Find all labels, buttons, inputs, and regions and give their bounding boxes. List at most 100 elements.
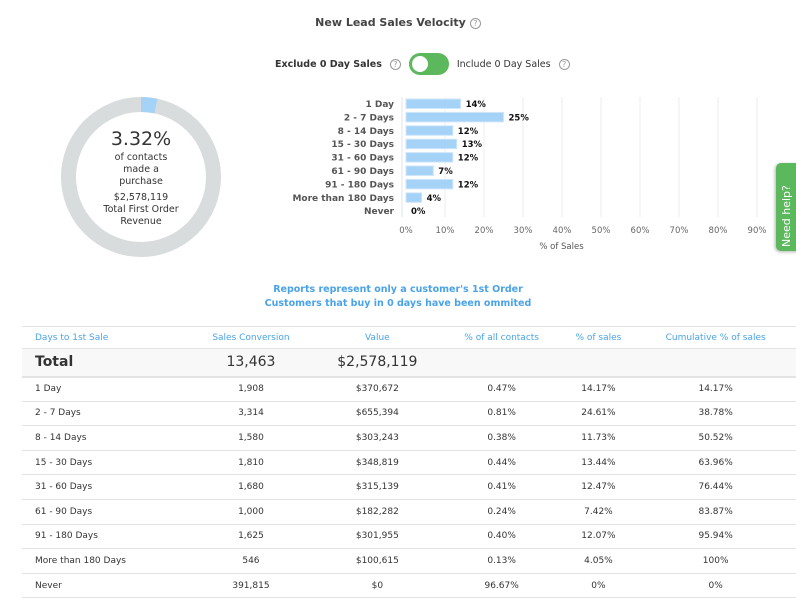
column-header[interactable]: Sales Conversion	[188, 326, 313, 349]
table-cell: $370,672	[312, 376, 442, 402]
exclude-label: Exclude 0 Day Sales	[275, 58, 382, 70]
column-header[interactable]: Value	[312, 326, 442, 349]
donut-chart	[61, 97, 221, 257]
table-cell: 1,625	[188, 524, 313, 550]
velocity-table: Days to 1st Sale Sales Conversion Value% o…	[22, 326, 796, 599]
table-cell: 1,908	[188, 376, 313, 402]
table-cell: 1,810	[188, 450, 313, 476]
table-row: Never 391,815 $0 96.67% 0% 0%	[22, 573, 796, 599]
revenue-label: Total First Order Revenue	[103, 204, 179, 227]
table-row: 1 Day 1,908 $370,672 0.47% 14.17% 14.17%	[22, 376, 796, 402]
table-cell: 0.24%	[441, 499, 562, 525]
table-cell: 0.81%	[441, 401, 562, 427]
toggle-knob[interactable]	[411, 56, 428, 72]
donut-arc	[140, 97, 158, 114]
table-cell: 14.17%	[635, 376, 796, 402]
x-tick-label: 30%	[514, 226, 533, 236]
table-cell: $348,819	[312, 450, 442, 476]
table-cell: 3,314	[188, 401, 313, 427]
table-cell: $2,578,119	[312, 348, 442, 378]
column-header[interactable]: Cumulative % of sales	[635, 326, 796, 349]
table-cell: 12.07%	[561, 524, 636, 550]
x-tick-label: 50%	[592, 226, 611, 236]
table-cell: 31 - 60 Days	[22, 474, 189, 500]
category-label: 31 - 60 Days	[331, 154, 394, 164]
need-help-tab[interactable]: Need help?	[776, 163, 796, 251]
table-cell: 0.47%	[441, 376, 562, 402]
table-cell: 96.67%	[441, 573, 562, 599]
table-cell: 1 Day	[22, 376, 189, 402]
percent-value: 3.32%	[110, 128, 172, 150]
x-tick-label: 70%	[670, 226, 689, 236]
table-row: 61 - 90 Days 1,000 $182,282 0.24% 7.42% 83.87…	[22, 499, 796, 525]
table-cell: 11.73%	[561, 425, 636, 451]
category-label: Never	[364, 207, 395, 217]
table-cell: $100,615	[312, 548, 442, 574]
bar	[405, 125, 454, 136]
category-label: More than 180 Days	[292, 194, 394, 204]
help-icon[interactable]: ?	[558, 58, 570, 70]
table-cell: 4.05%	[561, 548, 636, 574]
x-tick-label: 10%	[436, 226, 455, 236]
table-cell: 391,815	[188, 573, 313, 599]
table-header: Days to 1st Sale Sales Conversion Value% o…	[22, 326, 796, 349]
x-tick-label: 80%	[709, 226, 728, 236]
x-tick-label: 60%	[631, 226, 650, 236]
table-cell: $303,243	[312, 425, 442, 451]
help-icon[interactable]: ?	[389, 58, 401, 70]
column-header[interactable]: % of all contacts	[441, 326, 562, 349]
table-cell	[635, 348, 796, 378]
table-cell: More than 180 Days	[22, 548, 189, 574]
bar-value-label: 13%	[462, 140, 483, 150]
total-row: Total 13,463 $2,578,119	[22, 348, 796, 378]
column-header[interactable]: Days to 1st Sale	[22, 326, 189, 349]
sales-velocity-bar-chart: 0% 10% 20% 30% 40% 50% 60% 70% 80% 90% % of Sales 1…	[292, 97, 767, 252]
table-cell: 0%	[561, 573, 636, 599]
table-cell: 15 - 30 Days	[22, 450, 189, 476]
table-cell: 38.78%	[635, 401, 796, 427]
category-label: 8 - 14 Days	[338, 127, 394, 137]
revenue-value: $2,578,119	[113, 192, 169, 203]
zero-day-toggle-row: Exclude 0 Day Sales? Include 0 Day Sales…	[275, 53, 570, 75]
table-cell: 0.40%	[441, 524, 562, 550]
table-cell: 50.52%	[635, 425, 796, 451]
x-tick-label: 20%	[475, 226, 494, 236]
bar-value-label: 4%	[427, 194, 442, 204]
x-tick-label: 0%	[399, 226, 413, 236]
category-label: 2 - 7 Days	[344, 113, 394, 123]
table-row: 8 - 14 Days 1,580 $303,243 0.38% 11.73% 50.52…	[22, 425, 796, 451]
zero-day-toggle[interactable]	[408, 53, 449, 75]
category-label: 91 - 180 Days	[325, 180, 394, 190]
bar-value-label: 7%	[438, 167, 453, 177]
table-cell: 8 - 14 Days	[22, 425, 189, 451]
help-icon[interactable]: ?	[469, 17, 481, 29]
note-first-order: Reports represent only a customer's 1st …	[273, 284, 523, 295]
table-cell	[561, 348, 636, 378]
table-cell: 7.42%	[561, 499, 636, 525]
table-cell: 2 - 7 Days	[22, 401, 189, 427]
table-cell: 83.87%	[635, 499, 796, 525]
table-row: 15 - 30 Days 1,810 $348,819 0.44% 13.44% 63.9…	[22, 450, 796, 476]
column-header[interactable]: % of sales	[561, 326, 636, 349]
bar	[405, 111, 504, 123]
table-cell: 14.17%	[561, 376, 636, 402]
table-cell: $0	[312, 573, 442, 599]
table-cell: 0.13%	[441, 548, 562, 574]
bar-value-label: 12%	[458, 154, 479, 164]
x-tick-label: 90%	[748, 226, 767, 236]
bar-value-label: 0%	[411, 207, 426, 217]
table-cell: $301,955	[312, 524, 442, 550]
bar-value-label: 12%	[458, 127, 479, 137]
table-cell: 61 - 90 Days	[22, 499, 189, 525]
table-cell	[441, 348, 562, 378]
table-cell: 12.47%	[561, 474, 636, 500]
table-cell: 0.38%	[441, 425, 562, 451]
category-label: 1 Day	[365, 100, 394, 110]
table-row: 91 - 180 Days 1,625 $301,955 0.40% 12.07% 95.…	[22, 524, 796, 550]
bar	[405, 192, 423, 203]
bar	[405, 165, 434, 176]
table-cell: 95.94%	[635, 524, 796, 550]
table-cell: Never	[22, 573, 189, 599]
table-cell: 63.96%	[635, 450, 796, 476]
table-cell: $315,139	[312, 474, 442, 500]
